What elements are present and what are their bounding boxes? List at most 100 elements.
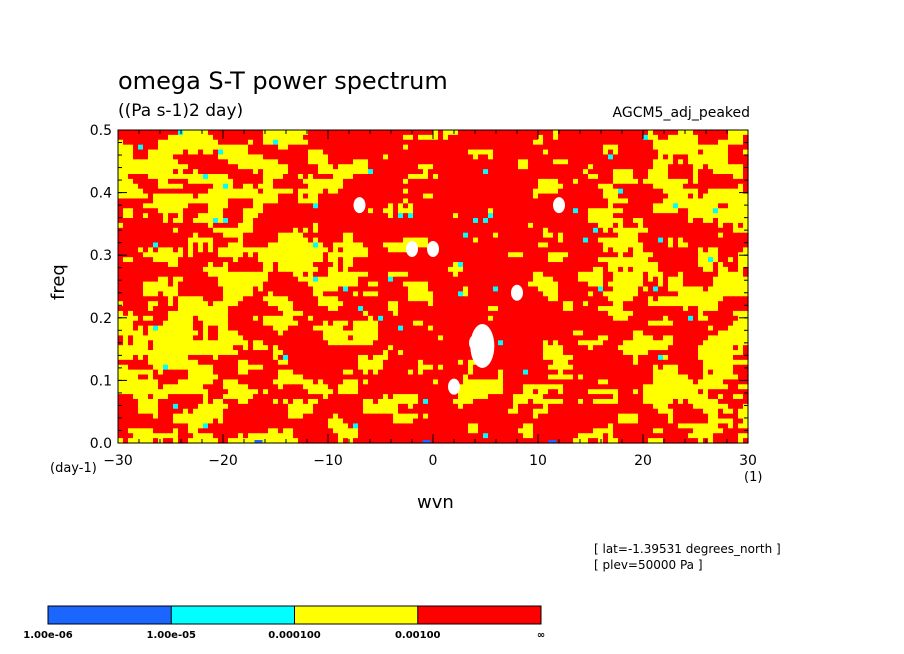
heatmap-cell (608, 193, 614, 200)
heatmap-cell (538, 276, 544, 283)
heatmap-cell (673, 232, 679, 239)
heatmap-cell (633, 257, 639, 263)
heatmap-cell (158, 286, 164, 292)
heatmap-cell (623, 310, 629, 317)
heatmap-cell (403, 218, 409, 224)
heatmap-cell (503, 252, 509, 258)
heatmap-cell (268, 315, 274, 322)
heatmap-cell (128, 208, 134, 214)
heatmap-cell (393, 208, 399, 214)
heatmap-cell (483, 227, 489, 234)
heatmap-cell (333, 213, 339, 219)
heatmap-cell (368, 134, 374, 141)
heatmap-cell (408, 203, 414, 209)
heatmap-cell (203, 301, 209, 307)
heatmap-cell (343, 183, 349, 190)
heatmap-cell (523, 276, 529, 283)
heatmap-cell (393, 144, 399, 151)
heatmap-cell (173, 315, 179, 322)
heatmap-cell (153, 266, 159, 273)
heatmap-cell (213, 262, 219, 268)
heatmap-cell (278, 139, 284, 146)
heatmap-cell (598, 139, 604, 146)
heatmap-cell (583, 242, 589, 248)
heatmap-cell (208, 154, 214, 160)
heatmap-cell (738, 276, 744, 283)
heatmap-cell (598, 193, 604, 200)
heatmap-cell (413, 159, 419, 165)
heatmap-cell (508, 237, 514, 244)
heatmap-cell (488, 178, 494, 185)
heatmap-cell (503, 213, 509, 219)
heatmap-cell (373, 222, 379, 229)
heatmap-cell (253, 130, 259, 136)
heatmap-cell (223, 306, 229, 312)
heatmap-cell (218, 198, 224, 204)
heatmap-cell (438, 134, 444, 141)
heatmap-cell (163, 247, 169, 253)
heatmap-cell (668, 149, 674, 156)
heatmap-cell (123, 222, 129, 229)
heatmap-cell (218, 188, 224, 195)
heatmap-cell (443, 257, 449, 263)
heatmap-cell (418, 286, 424, 292)
heatmap-cell (738, 213, 744, 219)
heatmap-cell (123, 320, 129, 327)
heatmap-cell (418, 276, 424, 283)
heatmap-cell (268, 178, 274, 185)
heatmap-cell (208, 183, 214, 190)
heatmap-cell (698, 144, 704, 151)
heatmap-cell (433, 266, 439, 273)
heatmap-cell (288, 208, 294, 214)
heatmap-cell (348, 257, 354, 263)
heatmap-cell (198, 203, 204, 209)
heatmap-cell (708, 266, 714, 273)
heatmap-cell (293, 252, 299, 258)
heatmap-cell (248, 232, 254, 239)
heatmap-cell (343, 198, 349, 204)
heatmap-cell (303, 139, 309, 146)
heatmap-cell (333, 144, 339, 151)
heatmap-cell (663, 252, 669, 258)
heatmap-cell (273, 154, 279, 160)
heatmap-cell (118, 159, 124, 165)
heatmap-cell (123, 149, 129, 156)
heatmap-cell (273, 134, 279, 141)
heatmap-cell (623, 174, 629, 180)
heatmap-cell (738, 149, 744, 156)
heatmap-cell (678, 252, 684, 258)
heatmap-cell (468, 139, 474, 146)
heatmap-cell (238, 227, 244, 234)
heatmap-cell (338, 296, 344, 302)
heatmap-cell (183, 144, 189, 151)
heatmap-cell (193, 198, 199, 204)
heatmap-cell (498, 286, 504, 292)
heatmap-cell (168, 276, 174, 283)
heatmap-cell (328, 320, 334, 327)
heatmap-cell (528, 252, 534, 258)
heatmap-cell (558, 213, 564, 219)
heatmap-cell (478, 134, 484, 141)
heatmap-cell (228, 169, 234, 175)
heatmap-cell (283, 276, 289, 283)
heatmap-cell (668, 286, 674, 292)
heatmap-cell (688, 159, 694, 165)
heatmap-cell (463, 252, 469, 258)
heatmap-cell (248, 178, 254, 185)
heatmap-cell (703, 159, 709, 165)
heatmap-cell (623, 232, 629, 239)
heatmap-cell (508, 271, 514, 278)
heatmap-cell (733, 198, 739, 204)
heatmap-cell (583, 310, 589, 317)
heatmap-cell (738, 193, 744, 200)
heatmap-cell (288, 281, 294, 288)
heatmap-cell (498, 227, 504, 234)
heatmap-cell (278, 320, 284, 327)
heatmap-cell (483, 286, 489, 292)
heatmap-cell (318, 310, 324, 317)
heatmap-cell (468, 183, 474, 190)
heatmap-cell (518, 208, 524, 214)
heatmap-cell (353, 149, 359, 156)
heatmap-cell (168, 188, 174, 195)
heatmap-cell (138, 286, 144, 292)
